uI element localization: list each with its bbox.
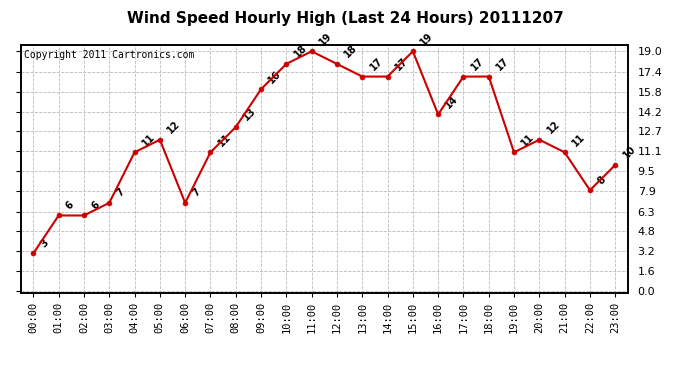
Text: 7: 7 [190,187,203,199]
Text: 14: 14 [444,94,460,110]
Text: Wind Speed Hourly High (Last 24 Hours) 20111207: Wind Speed Hourly High (Last 24 Hours) 2… [127,11,563,26]
Text: Copyright 2011 Cartronics.com: Copyright 2011 Cartronics.com [23,50,194,60]
Text: 18: 18 [292,43,308,60]
Text: 10: 10 [621,144,638,161]
Text: 16: 16 [266,68,283,85]
Text: 11: 11 [216,132,233,148]
Text: 18: 18 [342,43,359,60]
Text: 11: 11 [570,132,586,148]
Text: 19: 19 [317,30,334,47]
Text: 17: 17 [469,56,486,72]
Text: 17: 17 [368,56,384,72]
Text: 12: 12 [166,119,182,135]
Text: 17: 17 [393,56,410,72]
Text: 11: 11 [520,132,536,148]
Text: 6: 6 [90,200,101,211]
Text: 13: 13 [241,106,258,123]
Text: 7: 7 [115,187,127,199]
Text: 6: 6 [64,200,76,211]
Text: 11: 11 [140,132,157,148]
Text: 17: 17 [494,56,511,72]
Text: 8: 8 [595,174,607,186]
Text: 3: 3 [39,237,51,249]
Text: 12: 12 [545,119,562,135]
Text: 19: 19 [418,30,435,47]
